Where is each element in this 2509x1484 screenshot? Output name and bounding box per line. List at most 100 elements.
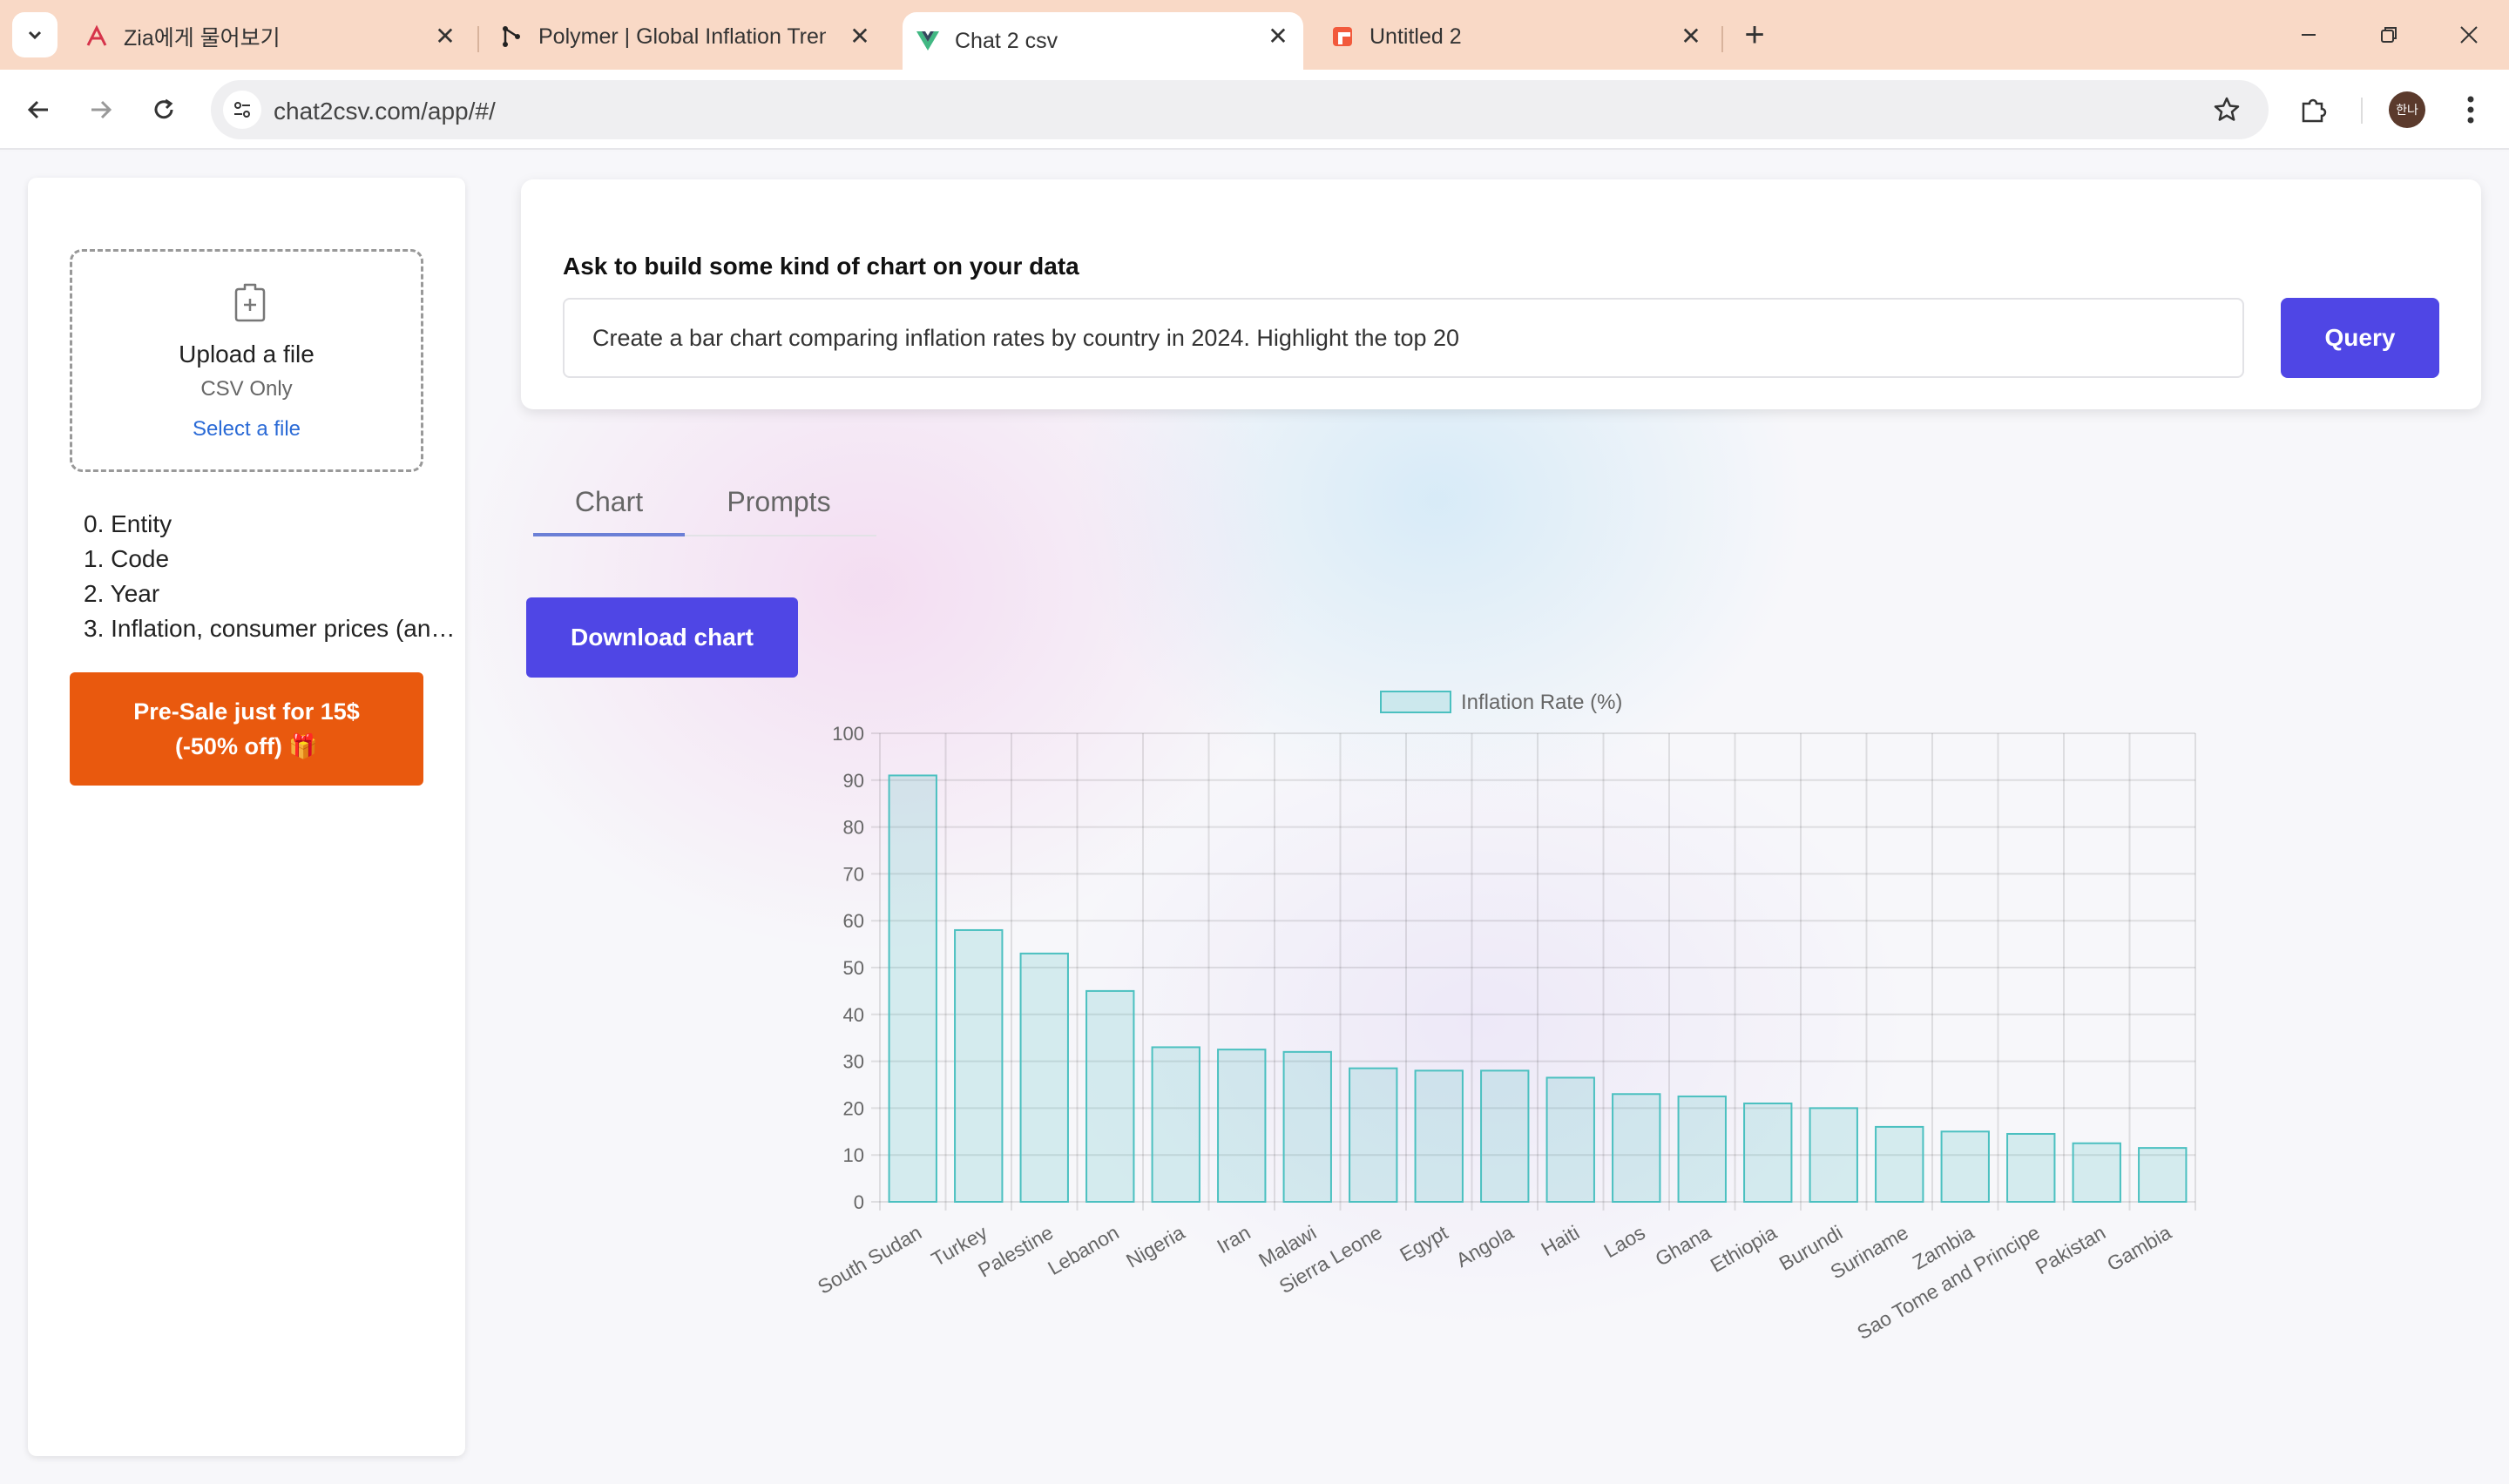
upload-subtitle: CSV Only: [200, 377, 293, 401]
bar: [888, 774, 937, 1203]
arrow-left-icon: [27, 100, 48, 119]
query-input[interactable]: [563, 298, 2244, 378]
column-item: 2. Year: [84, 580, 160, 607]
polymer-icon: [498, 24, 524, 50]
file-plus-icon: [234, 283, 266, 322]
vue-icon: [915, 28, 941, 54]
bar: [1151, 1046, 1200, 1203]
tab-title: Zia에게 물어보기: [124, 26, 281, 51]
upload-title: Upload a file: [179, 341, 314, 368]
bar: [1085, 989, 1135, 1203]
site-info-icon[interactable]: [223, 91, 261, 129]
tab-polymer[interactable]: Polymer | Global Inflation Tren ✕: [498, 12, 873, 61]
arrow-right-icon: [91, 100, 112, 119]
bar: [1217, 1049, 1267, 1203]
x-tick-label: Gambia: [2103, 1221, 2175, 1276]
browser-menu-button[interactable]: [2450, 89, 2492, 131]
close-icon[interactable]: ✕: [1268, 22, 1288, 50]
forward-button[interactable]: [80, 89, 122, 131]
y-tick-label: 60: [843, 910, 864, 932]
doc-icon: [1329, 24, 1356, 50]
bar: [1612, 1093, 1661, 1204]
close-icon[interactable]: ✕: [1681, 22, 1701, 50]
extensions-button[interactable]: [2293, 89, 2335, 131]
bar: [1875, 1125, 1924, 1203]
tab-prompts[interactable]: Prompts: [727, 486, 831, 517]
bar: [1940, 1130, 1990, 1203]
back-button[interactable]: [17, 89, 59, 131]
restore-button[interactable]: [2371, 17, 2406, 52]
x-tick-label: Egypt: [1396, 1221, 1451, 1266]
y-tick-label: 40: [843, 1004, 864, 1026]
download-chart-button[interactable]: Download chart: [526, 597, 798, 678]
presale-button[interactable]: Pre-Sale just for 15$ (-50% off) 🎁: [70, 672, 423, 786]
x-tick-label: Iran: [1213, 1221, 1254, 1258]
bar: [1019, 952, 1069, 1203]
bar: [1282, 1050, 1332, 1203]
y-tick-label: 0: [854, 1191, 864, 1213]
y-tick-label: 30: [843, 1051, 864, 1073]
bar: [954, 928, 1004, 1203]
close-icon: [2460, 26, 2478, 44]
new-tab-button[interactable]: +: [1744, 15, 1765, 54]
bar: [1677, 1095, 1727, 1204]
reload-button[interactable]: [143, 89, 185, 131]
x-tick-label: Haiti: [1537, 1221, 1583, 1261]
x-tick-label: Pakistan: [2032, 1221, 2109, 1279]
close-icon[interactable]: ✕: [435, 22, 456, 50]
tab-title: Polymer | Global Inflation Tren: [538, 24, 826, 49]
close-window-button[interactable]: [2452, 17, 2486, 52]
more-vertical-icon: [2467, 96, 2474, 124]
bookmark-star-icon[interactable]: [2209, 92, 2244, 127]
y-tick-label: 10: [843, 1144, 864, 1166]
sidebar: Upload a file CSV Only Select a file 0. …: [28, 178, 465, 1456]
address-bar[interactable]: chat2csv.com/app/#/: [211, 80, 2269, 139]
puzzle-icon: [2302, 98, 2327, 123]
x-tick-label: Ghana: [1651, 1221, 1714, 1271]
x-tick-label: Laos: [1600, 1221, 1649, 1262]
bar: [2006, 1132, 2056, 1203]
legend-swatch: [1380, 691, 1451, 713]
bar: [1349, 1067, 1398, 1204]
avatar[interactable]: 한나: [2389, 91, 2425, 128]
tab-title: Chat 2 csv: [955, 28, 1058, 53]
column-item: 1. Code: [84, 545, 170, 572]
select-file-link[interactable]: Select a file: [192, 417, 301, 441]
bar: [2072, 1142, 2121, 1203]
zia-icon: [84, 24, 110, 50]
y-tick-label: 100: [832, 723, 864, 745]
tab-title: Untitled 2: [1369, 24, 1462, 49]
chevron-down-icon: [28, 30, 42, 40]
x-tick-label: Palestine: [974, 1221, 1057, 1282]
upload-dropzone[interactable]: Upload a file CSV Only Select a file: [70, 249, 423, 472]
x-tick-label: Ethiopia: [1707, 1221, 1781, 1277]
x-tick-label: Lebanon: [1044, 1221, 1123, 1279]
browser-toolbar: chat2csv.com/app/#/ 한나: [0, 70, 2509, 150]
bar: [1545, 1076, 1595, 1203]
query-card: Ask to build some kind of chart on your …: [521, 179, 2481, 409]
toolbar-divider: [2361, 98, 2363, 124]
presale-line-1: Pre-Sale just for 15$: [133, 698, 360, 725]
close-icon[interactable]: ✕: [849, 22, 870, 50]
bar: [1743, 1103, 1793, 1203]
y-tick-label: 50: [843, 957, 864, 979]
column-item: 0. Entity: [84, 510, 172, 537]
tab-zia[interactable]: Zia에게 물어보기 ✕: [84, 12, 458, 61]
y-tick-label: 90: [843, 770, 864, 792]
bar: [1414, 1069, 1464, 1203]
tab-search-button[interactable]: [12, 12, 57, 57]
tab-untitled[interactable]: Untitled 2 ✕: [1329, 12, 1704, 61]
bar: [1809, 1107, 1858, 1203]
reload-icon: [154, 98, 173, 119]
view-tabs: Chart Prompts: [533, 482, 876, 536]
query-button[interactable]: Query: [2281, 298, 2439, 378]
bar: [2138, 1147, 2188, 1204]
y-tick-label: 20: [843, 1097, 864, 1119]
tab-chart[interactable]: Chart: [533, 482, 685, 536]
bar: [1480, 1069, 1530, 1203]
legend-label: Inflation Rate (%): [1461, 691, 1622, 714]
minimize-button[interactable]: [2291, 17, 2326, 52]
column-list: 0. Entity 1. Code 2. Year 3. Inflation, …: [84, 507, 458, 646]
app-page: Upload a file CSV Only Select a file 0. …: [0, 152, 2509, 1484]
tab-chat2csv[interactable]: Chat 2 csv ✕: [903, 12, 1303, 70]
